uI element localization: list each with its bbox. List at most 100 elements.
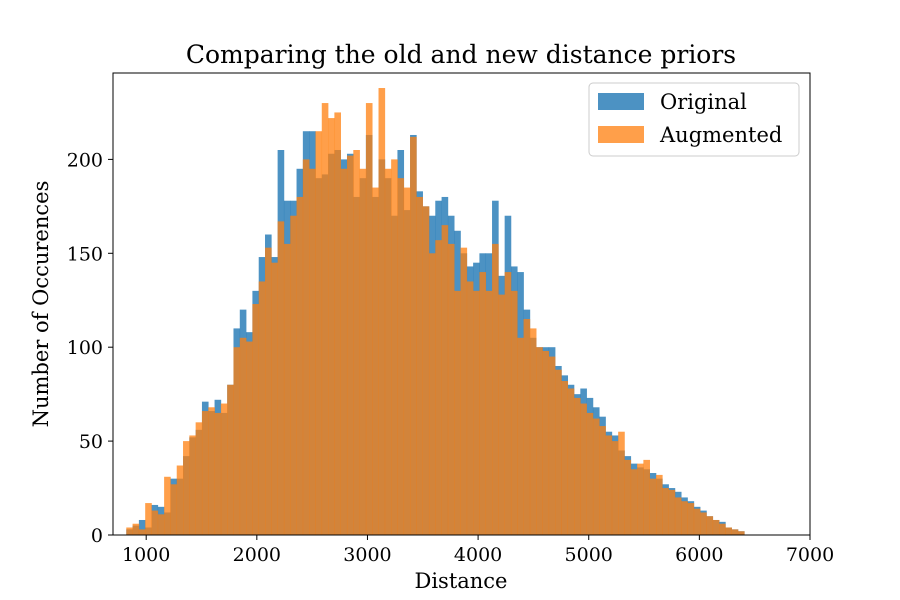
- bar-augmented-63: [523, 319, 531, 535]
- bar-augmented-92: [706, 516, 714, 535]
- bar-augmented-19: [246, 341, 253, 535]
- y-tick-label: 0: [91, 525, 103, 547]
- bar-augmented-81: [637, 463, 644, 535]
- bar-augmented-14: [214, 412, 222, 535]
- series-augmented-bars: [126, 88, 745, 536]
- bar-augmented-64: [529, 328, 537, 535]
- bar-augmented-25: [283, 243, 291, 535]
- bar-augmented-60: [504, 272, 512, 535]
- bar-augmented-17: [233, 347, 241, 535]
- y-tick-label: 200: [67, 149, 103, 171]
- bar-augmented-77: [611, 441, 619, 535]
- bar-augmented-20: [252, 304, 260, 535]
- bar-augmented-4: [151, 510, 159, 535]
- bar-augmented-5: [157, 514, 165, 535]
- bar-augmented-94: [719, 523, 726, 535]
- bar-augmented-36: [353, 150, 360, 535]
- y-tick-label: 150: [67, 243, 103, 265]
- bar-augmented-47: [422, 206, 430, 535]
- bar-augmented-61: [510, 290, 518, 535]
- bar-augmented-35: [346, 155, 354, 535]
- bar-augmented-87: [674, 497, 682, 535]
- bar-augmented-75: [599, 426, 606, 535]
- x-tick-label: 5000: [565, 544, 613, 566]
- bar-augmented-90: [693, 508, 701, 535]
- bar-augmented-2: [138, 529, 146, 535]
- x-axis: 1000 2000 3000 4000 5000 6000 7000: [122, 535, 834, 566]
- x-tick-label: 7000: [786, 544, 834, 566]
- bar-augmented-9: [183, 441, 190, 535]
- bar-augmented-78: [618, 431, 625, 535]
- bar-augmented-80: [630, 469, 638, 535]
- bar-augmented-54: [466, 281, 474, 535]
- bar-augmented-31: [321, 103, 329, 536]
- bar-augmented-91: [700, 512, 707, 535]
- bar-augmented-38: [365, 103, 373, 536]
- bar-augmented-48: [428, 253, 436, 536]
- bar-augmented-28: [302, 159, 310, 535]
- x-tick-label: 2000: [233, 544, 281, 566]
- bar-augmented-22: [265, 247, 272, 535]
- bar-augmented-56: [479, 272, 487, 535]
- bar-augmented-59: [498, 294, 505, 535]
- bar-augmented-55: [473, 290, 480, 535]
- bar-augmented-27: [296, 196, 304, 535]
- bar-augmented-71: [574, 397, 581, 535]
- bar-augmented-70: [567, 388, 575, 535]
- bar-augmented-30: [315, 131, 323, 535]
- bar-augmented-18: [239, 337, 247, 535]
- bar-augmented-73: [586, 412, 594, 535]
- bar-augmented-16: [227, 384, 234, 535]
- bar-augmented-39: [372, 187, 379, 535]
- bar-augmented-85: [662, 488, 669, 535]
- x-axis-label: Distance: [414, 569, 507, 593]
- bar-augmented-33: [334, 112, 341, 535]
- bar-augmented-93: [712, 519, 720, 535]
- plot-area: [112, 72, 811, 536]
- bar-augmented-37: [359, 168, 367, 535]
- x-tick-label: 3000: [343, 544, 391, 566]
- bar-augmented-8: [176, 465, 184, 535]
- legend-label-augmented: Augmented: [659, 123, 782, 147]
- bar-augmented-11: [195, 422, 203, 535]
- bar-original-2: [138, 519, 146, 535]
- bar-augmented-24: [277, 221, 285, 535]
- bar-augmented-51: [447, 243, 455, 535]
- x-tick-label: 4000: [454, 544, 502, 566]
- bar-augmented-10: [189, 435, 196, 535]
- bar-augmented-72: [580, 403, 587, 535]
- bar-augmented-65: [536, 347, 543, 535]
- legend-swatch-augmented: [598, 126, 644, 143]
- y-tick-label: 50: [79, 431, 103, 453]
- legend[interactable]: Original Augmented: [588, 82, 800, 157]
- y-tick-label: 100: [67, 337, 103, 359]
- bar-augmented-79: [624, 459, 632, 535]
- bar-augmented-41: [384, 168, 392, 535]
- bar-augmented-52: [454, 290, 461, 535]
- bar-augmented-58: [492, 243, 499, 535]
- bar-augmented-86: [668, 489, 676, 535]
- bar-augmented-1: [132, 523, 140, 535]
- x-tick-label: 1000: [122, 544, 170, 566]
- bar-augmented-76: [605, 435, 613, 535]
- bar-augmented-83: [649, 478, 657, 535]
- bar-augmented-49: [435, 240, 442, 535]
- bar-augmented-21: [258, 281, 266, 535]
- bar-augmented-96: [731, 529, 739, 535]
- bar-augmented-0: [126, 527, 133, 535]
- bar-augmented-26: [290, 215, 297, 536]
- bar-augmented-43: [397, 178, 405, 536]
- bar-augmented-29: [309, 168, 316, 535]
- bar-augmented-23: [271, 262, 278, 535]
- legend-swatch-original: [598, 93, 644, 110]
- bar-augmented-46: [416, 196, 423, 535]
- bar-augmented-15: [220, 403, 228, 535]
- bar-augmented-66: [542, 350, 550, 535]
- bar-augmented-12: [201, 411, 209, 535]
- bar-augmented-97: [737, 531, 745, 535]
- bar-augmented-13: [208, 407, 215, 535]
- bar-augmented-88: [681, 501, 688, 535]
- bar-augmented-32: [328, 118, 335, 535]
- bar-augmented-53: [460, 247, 468, 535]
